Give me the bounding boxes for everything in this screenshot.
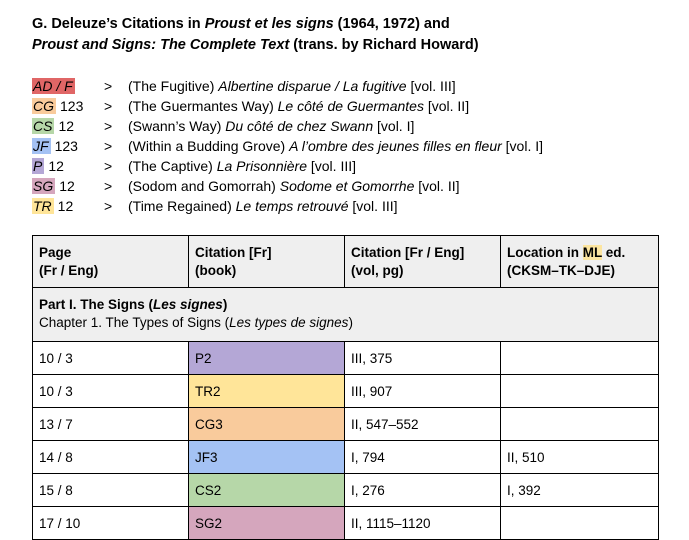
legend-arrow: > bbox=[104, 98, 113, 114]
cell-page: 14 / 8 bbox=[32, 440, 189, 474]
legend-abbr-group: SG 12 bbox=[32, 176, 75, 196]
legend-abbr-group: CG 123 bbox=[32, 96, 83, 116]
legend-row: CG 123 > (The Guermantes Way) Le côté de Gu… bbox=[32, 96, 672, 116]
ml-highlight: ML bbox=[582, 245, 602, 260]
legend-row: P 12 > (The Captive) La Prisonnière [vol. I… bbox=[32, 156, 672, 176]
legend-count: 12 bbox=[48, 158, 64, 174]
legend-description: (Swann’s Way) Du côté de chez Swann [vol… bbox=[128, 118, 415, 134]
title-line-1: G. Deleuze’s Citations in Proust et les … bbox=[32, 16, 450, 32]
legend-abbr: CS bbox=[32, 118, 55, 134]
legend-arrow: > bbox=[104, 178, 113, 194]
citations-table: Page (Fr / Eng) Citation [Fr] (book) Citat… bbox=[32, 235, 659, 540]
legend-arrow: > bbox=[104, 158, 113, 174]
part-heading-row: Part I. The Signs (Les signes) Chapter 1… bbox=[32, 287, 659, 342]
cell-location: I, 392 bbox=[500, 473, 659, 507]
legend-arrow: > bbox=[104, 78, 113, 94]
cell-citation: JF3 bbox=[188, 440, 345, 474]
legend-count: 12 bbox=[59, 178, 75, 194]
cell-vol-page: III, 907 bbox=[344, 374, 501, 408]
document-title: G. Deleuze’s Citations in Proust et les … bbox=[32, 14, 672, 56]
cell-page: 10 / 3 bbox=[32, 374, 189, 408]
header-citation-fr: Citation [Fr] (book) bbox=[188, 235, 345, 288]
title-book-en: Proust and Signs: The Complete Text bbox=[32, 37, 290, 53]
cell-vol-page: II, 547–552 bbox=[344, 407, 501, 441]
header-location: Location in ML ed. (CKSM–TK–DJE) bbox=[500, 235, 659, 288]
table-row: 17 / 10 SG2 II, 1115–1120 bbox=[32, 506, 659, 540]
legend-row: AD / F > (The Fugitive) Albertine disparue… bbox=[32, 76, 672, 96]
cell-vol-page: I, 794 bbox=[344, 440, 501, 474]
legend-abbr: TR bbox=[32, 198, 54, 214]
header-citation-vol: Citation [Fr / Eng] (vol, pg) bbox=[344, 235, 501, 288]
cell-page: 13 / 7 bbox=[32, 407, 189, 441]
cell-location bbox=[500, 341, 659, 375]
abbreviation-legend: AD / F > (The Fugitive) Albertine disparue… bbox=[32, 76, 672, 216]
cell-page: 10 / 3 bbox=[32, 341, 189, 375]
cell-vol-page: I, 276 bbox=[344, 473, 501, 507]
legend-abbr: JF bbox=[32, 138, 51, 154]
cell-citation: CS2 bbox=[188, 473, 345, 507]
cell-vol-page: II, 1115–1120 bbox=[344, 506, 501, 540]
legend-description: (The Fugitive) Albertine disparue / La f… bbox=[128, 78, 456, 94]
cell-citation: P2 bbox=[188, 341, 345, 375]
table-row: 14 / 8 JF3 I, 794 II, 510 bbox=[32, 440, 659, 474]
part-heading-cell: Part I. The Signs (Les signes) Chapter 1… bbox=[32, 287, 659, 342]
cell-page: 15 / 8 bbox=[32, 473, 189, 507]
legend-abbr-group: TR 12 bbox=[32, 196, 73, 216]
legend-abbr-group: AD / F bbox=[32, 76, 75, 96]
legend-abbr: AD / F bbox=[32, 78, 75, 94]
legend-row: JF 123 > (Within a Budding Grove) A l’ombre… bbox=[32, 136, 672, 156]
cell-citation: TR2 bbox=[188, 374, 345, 408]
legend-abbr: P bbox=[32, 158, 45, 174]
cell-citation: CG3 bbox=[188, 407, 345, 441]
header-page: Page (Fr / Eng) bbox=[32, 235, 189, 288]
legend-description: (Time Regained) Le temps retrouvé [vol. … bbox=[128, 198, 398, 214]
cell-location bbox=[500, 374, 659, 408]
cell-location bbox=[500, 506, 659, 540]
legend-count: 12 bbox=[57, 198, 74, 214]
legend-abbr-group: P 12 bbox=[32, 156, 64, 176]
legend-count: 12 bbox=[58, 118, 75, 134]
legend-row: TR 12 > (Time Regained) Le temps retrouvé [… bbox=[32, 196, 672, 216]
legend-description: (The Captive) La Prisonnière [vol. III] bbox=[128, 158, 356, 174]
legend-abbr-group: JF 123 bbox=[32, 136, 78, 156]
title-line-2: Proust and Signs: The Complete Text (tra… bbox=[32, 37, 479, 53]
cell-location: II, 510 bbox=[500, 440, 659, 474]
legend-arrow: > bbox=[104, 198, 113, 214]
cell-location bbox=[500, 407, 659, 441]
table-row: 10 / 3 P2 III, 375 bbox=[32, 341, 659, 375]
legend-abbr: CG bbox=[32, 98, 56, 114]
legend-description: (Within a Budding Grove) A l’ombre des j… bbox=[128, 138, 544, 154]
legend-abbr-group: CS 12 bbox=[32, 116, 74, 136]
legend-count: 123 bbox=[54, 138, 78, 154]
legend-description: (Sodom and Gomorrah) Sodome et Gomorrhe … bbox=[128, 178, 460, 194]
part-title: Part I. The Signs (Les signes) bbox=[39, 297, 228, 312]
cell-citation: SG2 bbox=[188, 506, 345, 540]
title-book-fr: Proust et les signs bbox=[204, 16, 334, 32]
table-header-row: Page (Fr / Eng) Citation [Fr] (book) Citat… bbox=[32, 235, 659, 288]
legend-arrow: > bbox=[104, 118, 113, 134]
legend-abbr: SG bbox=[32, 178, 56, 194]
legend-row: CS 12 > (Swann’s Way) Du côté de chez Swann… bbox=[32, 116, 672, 136]
table-row: 13 / 7 CG3 II, 547–552 bbox=[32, 407, 659, 441]
legend-row: SG 12 > (Sodom and Gomorrah) Sodome et Gomo… bbox=[32, 176, 672, 196]
cell-page: 17 / 10 bbox=[32, 506, 189, 540]
chapter-title: Chapter 1. The Types of Signs (Les types… bbox=[39, 315, 353, 330]
table-row: 15 / 8 CS2 I, 276 I, 392 bbox=[32, 473, 659, 507]
legend-count: 123 bbox=[60, 98, 84, 114]
legend-description: (The Guermantes Way) Le côté de Guermant… bbox=[128, 98, 470, 114]
cell-vol-page: III, 375 bbox=[344, 341, 501, 375]
legend-arrow: > bbox=[104, 138, 113, 154]
table-row: 10 / 3 TR2 III, 907 bbox=[32, 374, 659, 408]
